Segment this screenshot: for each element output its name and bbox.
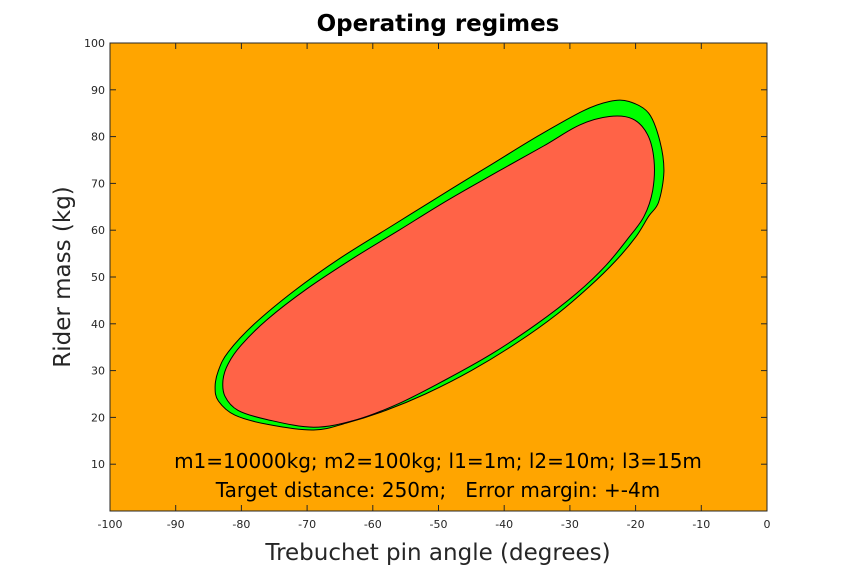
chart-title: Operating regimes bbox=[317, 11, 560, 37]
y-axis: 10 20 30 40 50 60 70 80 90 100 bbox=[84, 37, 767, 471]
y-axis-title: Rider mass (kg) bbox=[50, 186, 76, 368]
y-tick-label: 70 bbox=[91, 177, 105, 190]
y-tick-label: 60 bbox=[91, 224, 105, 237]
x-tick-label: -30 bbox=[561, 518, 579, 531]
region-inner bbox=[222, 115, 655, 428]
y-tick-label: 30 bbox=[91, 365, 105, 378]
x-tick-label: -10 bbox=[692, 518, 710, 531]
x-axis-title: Trebuchet pin angle (degrees) bbox=[264, 540, 610, 566]
regions-layer bbox=[214, 99, 665, 431]
y-tick-label: 90 bbox=[91, 84, 105, 97]
y-tick-label: 50 bbox=[91, 271, 105, 284]
x-tick-label: -60 bbox=[364, 518, 382, 531]
x-tick-label: 0 bbox=[764, 518, 771, 531]
x-axis: -100 -90 -80 -70 -60 -50 -40 -30 -20 -10 0 bbox=[98, 43, 771, 531]
y-tick-label: 10 bbox=[91, 458, 105, 471]
x-tick-label: -70 bbox=[298, 518, 316, 531]
x-tick-label: -40 bbox=[495, 518, 513, 531]
annotation-masses-lengths: m1=10000kg; m2=100kg; l1=1m; l2=10m; l3=… bbox=[174, 449, 702, 473]
x-tick-label: -50 bbox=[430, 518, 448, 531]
y-tick-label: 80 bbox=[91, 131, 105, 144]
x-tick-label: -80 bbox=[232, 518, 250, 531]
y-tick-label: 20 bbox=[91, 411, 105, 424]
y-tick-label: 40 bbox=[91, 318, 105, 331]
annotation-target-error: Target distance: 250m; Error margin: +-4… bbox=[215, 478, 660, 502]
y-tick-label: 100 bbox=[84, 37, 105, 50]
x-tick-label: -20 bbox=[627, 518, 645, 531]
x-tick-label: -90 bbox=[167, 518, 185, 531]
x-tick-label: -100 bbox=[98, 518, 123, 531]
